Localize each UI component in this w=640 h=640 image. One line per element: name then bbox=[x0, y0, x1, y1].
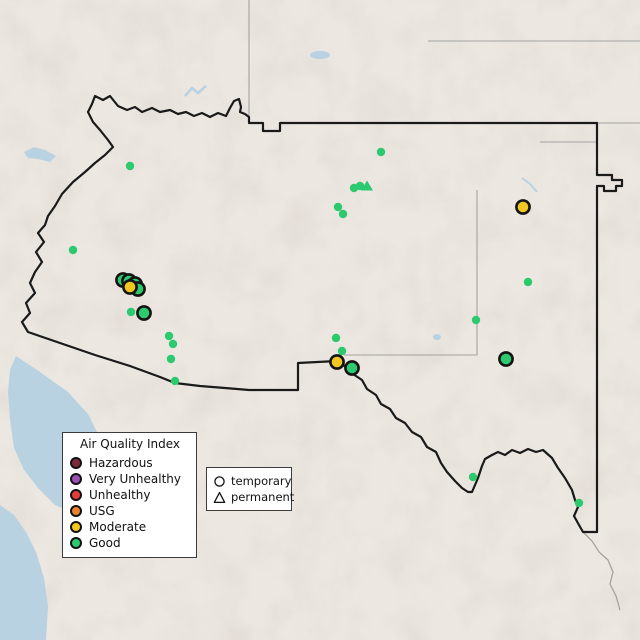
small-lake bbox=[433, 334, 441, 340]
station-marker-good-temporary bbox=[68, 245, 78, 255]
lake-powell bbox=[184, 85, 207, 97]
station-marker-moderate-temporary bbox=[515, 199, 531, 215]
markers-layer bbox=[68, 147, 584, 508]
station-marker-good-temporary bbox=[170, 376, 180, 386]
station-marker-good-permanent bbox=[361, 180, 373, 191]
station-marker-good-temporary bbox=[574, 498, 584, 508]
aqi-legend-item: Hazardous bbox=[70, 455, 190, 471]
aqi-legend-item: USG bbox=[70, 503, 190, 519]
aqi-legend-item: Very Unhealthy bbox=[70, 471, 190, 487]
aqi-legend-label: Good bbox=[89, 536, 121, 550]
station-marker-good-temporary bbox=[164, 331, 174, 341]
type-legend-label: temporary bbox=[231, 474, 292, 488]
aqi-legend-label: Very Unhealthy bbox=[89, 472, 181, 486]
marker-type-legend: temporary permanent bbox=[206, 467, 294, 511]
aqi-legend-item: Good bbox=[70, 535, 190, 551]
station-marker-good-temporary bbox=[468, 472, 478, 482]
station-marker-good-temporary bbox=[125, 161, 135, 171]
station-marker-good-temporary bbox=[333, 202, 343, 212]
aqi-legend-title: Air Quality Index bbox=[79, 437, 181, 451]
aqi-color-swatch bbox=[70, 473, 82, 485]
aqi-color-swatch bbox=[70, 521, 82, 533]
river-streak bbox=[521, 177, 538, 193]
lake-utah bbox=[310, 51, 330, 59]
aqi-color-swatch bbox=[70, 505, 82, 517]
type-legend-item-temporary: temporary bbox=[213, 473, 291, 489]
station-marker-good-temporary bbox=[136, 305, 152, 321]
type-legend-label: permanent bbox=[231, 490, 295, 504]
admin-lines-layer bbox=[248, 0, 640, 611]
aqi-color-swatch bbox=[70, 489, 82, 501]
station-marker-good-temporary bbox=[523, 277, 533, 287]
permanent-triangle-icon bbox=[213, 491, 226, 503]
aqi-legend-rows: Hazardous Very Unhealthy Unhealthy USG Moder… bbox=[70, 455, 190, 551]
station-marker-good-temporary bbox=[337, 346, 347, 356]
station-marker-good-temporary bbox=[376, 147, 386, 157]
aqi-color-swatch bbox=[70, 537, 82, 549]
type-legend-item-permanent: permanent bbox=[213, 489, 294, 505]
station-marker-moderate-temporary bbox=[329, 354, 345, 370]
station-marker-good-temporary bbox=[471, 315, 481, 325]
station-marker-good-temporary bbox=[498, 351, 514, 367]
station-marker-good-temporary bbox=[331, 333, 341, 343]
aqi-legend-label: Unhealthy bbox=[89, 488, 151, 502]
station-marker-good-temporary bbox=[344, 360, 360, 376]
aqi-legend-label: USG bbox=[89, 504, 115, 518]
rio-grande-downstream bbox=[582, 531, 621, 611]
lake-mead bbox=[24, 147, 56, 162]
station-marker-good-temporary bbox=[166, 354, 176, 364]
station-marker-moderate-temporary bbox=[122, 279, 138, 295]
county-line-corner bbox=[344, 190, 478, 356]
station-marker-good-temporary bbox=[168, 339, 178, 349]
station-marker-good-temporary bbox=[126, 307, 136, 317]
aqi-legend-label: Hazardous bbox=[89, 456, 153, 470]
region-boundary bbox=[20, 94, 624, 534]
aqi-legend: Air Quality Index Hazardous Very Unhealth… bbox=[62, 432, 197, 558]
aqi-legend-item: Moderate bbox=[70, 519, 190, 535]
station-marker-good-temporary bbox=[355, 181, 365, 191]
gulf-lower-arm bbox=[0, 505, 48, 640]
temporary-circle-icon bbox=[214, 475, 225, 487]
station-marker-good-temporary bbox=[338, 209, 348, 219]
aqi-legend-label: Moderate bbox=[89, 520, 147, 534]
aqi-legend-item: Unhealthy bbox=[70, 487, 190, 503]
aqi-color-swatch bbox=[70, 457, 82, 469]
